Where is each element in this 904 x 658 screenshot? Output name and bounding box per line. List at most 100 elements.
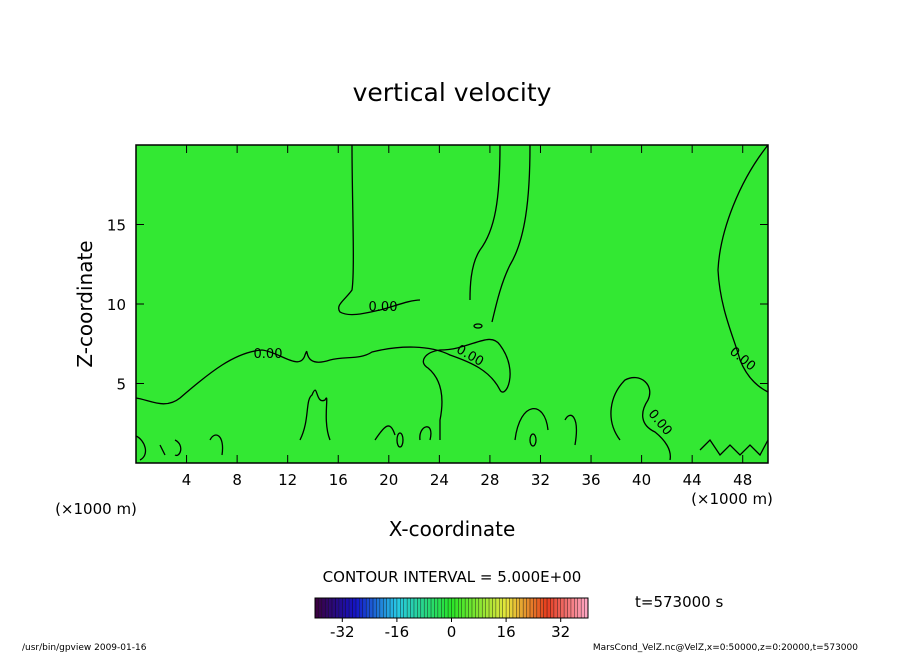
colorbar-cell (332, 598, 336, 618)
colorbar-cell (468, 598, 472, 618)
colorbar-cell (458, 598, 462, 618)
colorbar-tick-label: 16 (497, 623, 516, 641)
x-tick-label: 40 (632, 471, 651, 489)
colorbar-cell (386, 598, 391, 618)
colorbar-cell (536, 598, 541, 618)
colorbar-cell (492, 598, 496, 618)
colorbar-cell (393, 598, 397, 618)
colorbar-cell (543, 598, 548, 618)
colorbar-cell (328, 598, 333, 618)
colorbar-cell (321, 598, 326, 618)
y-tick-label: 15 (107, 217, 126, 235)
colorbar-cell (427, 598, 432, 618)
colorbar-cell (519, 598, 524, 618)
y-tick-label: 5 (116, 376, 126, 394)
colorbar-cell (489, 598, 493, 618)
colorbar-cell (454, 598, 459, 618)
colorbar-cell (557, 598, 561, 618)
time-label: t=573000 s (635, 593, 723, 611)
colorbar-cell (396, 598, 401, 618)
colorbar-cell (349, 598, 353, 618)
colorbar-cell (581, 598, 585, 618)
colorbar-cell (431, 598, 435, 618)
colorbar-cell (383, 598, 387, 618)
colorbar-cell (407, 598, 411, 618)
colorbar-cell (482, 598, 486, 618)
colorbar-cell (362, 598, 367, 618)
colorbar-cell (523, 598, 527, 618)
colorbar-cell (509, 598, 513, 618)
colorbar-cell (325, 598, 329, 618)
x-tick-label: 36 (581, 471, 600, 489)
colorbar-cell (564, 598, 568, 618)
colorbar-cell (471, 598, 476, 618)
colorbar-cell (359, 598, 363, 618)
colorbar-cell (420, 598, 425, 618)
colorbar-cell (547, 598, 551, 618)
colorbar-cell (506, 598, 510, 618)
colorbar-tick-label: -32 (330, 623, 355, 641)
x-tick-label: 12 (278, 471, 297, 489)
colorbar-cell (540, 598, 544, 618)
x-tick-label: 4 (182, 471, 192, 489)
colorbar-cell (338, 598, 343, 618)
colorbar-cell (516, 598, 520, 618)
x-label: X-coordinate (389, 517, 516, 541)
colorbar-tick-label: -16 (385, 623, 410, 641)
footer-right: MarsCond_VelZ.nc@VelZ,x=0:50000,z=0:2000… (593, 643, 858, 653)
colorbar-cell (526, 598, 530, 618)
colorbar-cell (478, 598, 483, 618)
colorbar-cell (577, 598, 582, 618)
colorbar-cell (355, 598, 360, 618)
x-tick-label: 24 (430, 471, 449, 489)
colorbar-tick-label: 32 (551, 623, 570, 641)
y-tick-label: 10 (107, 296, 126, 314)
contour-interval: CONTOUR INTERVAL = 5.000E+00 (323, 568, 582, 586)
x-tick-label: 20 (379, 471, 398, 489)
x-tick-label: 16 (329, 471, 348, 489)
colorbar-cell (437, 598, 442, 618)
colorbar-cell (529, 598, 534, 618)
colorbar-cell (369, 598, 374, 618)
colorbar-cell (550, 598, 554, 618)
contour-label: 0.00 (369, 300, 398, 315)
x-tick-label: 8 (232, 471, 242, 489)
colorbar-cell (400, 598, 404, 618)
colorbar-cell (465, 598, 469, 618)
x-tick-label: 28 (480, 471, 499, 489)
colorbar-cell (390, 598, 394, 618)
colorbar-cell (461, 598, 466, 618)
colorbar-cell (512, 598, 517, 618)
colorbar-cell (448, 598, 452, 618)
colorbar-cell (570, 598, 575, 618)
colorbar-cell (434, 598, 438, 618)
colorbar-cell (403, 598, 408, 618)
x-tick-label: 48 (733, 471, 752, 489)
colorbar-cell (560, 598, 565, 618)
colorbar-cell (444, 598, 449, 618)
y-label: Z-coordinate (73, 240, 97, 367)
colorbar-cell (376, 598, 380, 618)
y-unit: (×1000 m) (691, 490, 773, 508)
colorbar-cell (584, 598, 588, 618)
x-tick-label: 44 (683, 471, 702, 489)
colorbar-cell (441, 598, 445, 618)
colorbar-cell (345, 598, 350, 618)
colorbar-cell (485, 598, 490, 618)
x-tick-label: 32 (531, 471, 550, 489)
colorbar-cell (533, 598, 537, 618)
colorbar-cell (574, 598, 578, 618)
colorbar-cell (335, 598, 339, 618)
colorbar-cell (373, 598, 377, 618)
colorbar-cell (410, 598, 414, 618)
colorbar-cell (499, 598, 503, 618)
contour-lines (135, 144, 769, 461)
plot-area (136, 145, 768, 463)
colorbar-cell (315, 598, 319, 618)
colorbar-cell (342, 598, 346, 618)
colorbar-cell (352, 598, 356, 618)
colorbar-cell (318, 598, 322, 618)
colorbar-cell (502, 598, 507, 618)
